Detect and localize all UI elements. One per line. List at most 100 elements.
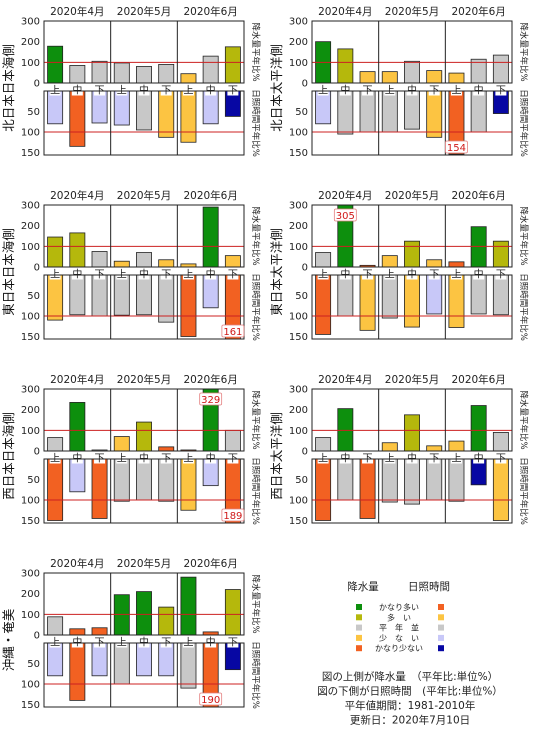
dekad-label-bg: [362, 451, 374, 464]
region-label: 沖縄・奄美: [1, 609, 16, 672]
sun-tick-label: 100: [289, 496, 308, 507]
precip-bar: [47, 236, 64, 268]
dekad-label-bg: [138, 83, 150, 96]
sun-tick-label: 50: [27, 659, 40, 670]
precip-bar: [426, 259, 443, 268]
precip-tick-label: 0: [34, 79, 40, 90]
month-label: 2020年4月: [318, 5, 372, 18]
precip-bar: [158, 606, 175, 636]
dekad-label-bg: [160, 83, 172, 96]
sun-bar: [492, 458, 509, 521]
dekad-label-bg: [339, 451, 351, 464]
dekad-label-bg: [317, 451, 329, 464]
precip-tick-label: 100: [289, 426, 308, 437]
sun-bar: [91, 458, 108, 519]
sun-bar: [315, 274, 332, 335]
precip-bar: [136, 252, 152, 268]
precip-bar: [113, 594, 130, 636]
month-label: 2020年6月: [451, 189, 505, 202]
sun-tick-label: 150: [21, 700, 40, 711]
precip-bar: [69, 232, 86, 268]
dekad-label-bg: [205, 83, 217, 96]
dekad-label-bg: [71, 451, 83, 464]
dekad-label-bg: [227, 267, 239, 280]
precip-axis-label: 降水量平年比%: [518, 22, 529, 81]
precip-tick-label: 200: [289, 405, 308, 416]
dekad-label: 中: [206, 636, 216, 649]
region-label: 東日本太平洋側: [269, 228, 284, 316]
sun-bar: [180, 458, 197, 511]
precip-tick-label: 300: [289, 201, 308, 212]
dekad-label: 中: [72, 636, 82, 649]
sun-tick-label: 100: [289, 128, 308, 139]
dekad-label-bg: [428, 451, 440, 464]
precip-tick-label: 0: [34, 447, 40, 458]
dekad-label-bg: [94, 635, 106, 648]
dekad-label: 中: [474, 452, 484, 465]
precip-bar: [404, 60, 420, 84]
sun-tick-label: 150: [289, 148, 308, 159]
overflow-label: 190: [201, 695, 220, 706]
dekad-label: 中: [206, 84, 216, 97]
legend-header-precip: 降水量: [347, 580, 379, 593]
sun-tick-label: 50: [27, 475, 40, 486]
month-label: 2020年5月: [385, 189, 439, 202]
dekad-label-bg: [116, 83, 128, 96]
sun-bar: [180, 90, 197, 143]
precip-frame: [311, 388, 513, 452]
overflow-label: 305: [336, 211, 355, 222]
dekad-label-bg: [384, 451, 396, 464]
sun-bar: [180, 274, 197, 337]
dekad-label-bg: [116, 635, 128, 648]
overflow-label: 329: [201, 395, 220, 406]
month-label: 2020年4月: [50, 373, 104, 386]
dekad-label-bg: [94, 83, 106, 96]
sun-bar: [69, 90, 86, 147]
sun-bar: [426, 458, 443, 501]
sun-bar: [158, 90, 175, 138]
dekad-label: 中: [139, 636, 149, 649]
precip-tick-label: 0: [302, 447, 308, 458]
sun-bar: [136, 90, 152, 131]
sun-bar: [180, 642, 197, 689]
month-label: 2020年4月: [318, 189, 372, 202]
dekad-label: 中: [72, 452, 82, 465]
precip-bar: [47, 616, 64, 636]
dekad-label-bg: [71, 635, 83, 648]
dekad-label-bg: [71, 83, 83, 96]
month-label: 2020年5月: [385, 373, 439, 386]
month-label: 2020年6月: [183, 373, 237, 386]
dekad-label-bg: [406, 451, 418, 464]
sun-frame: [311, 458, 513, 524]
overflow-label: 154: [447, 143, 466, 154]
precip-bar: [47, 437, 64, 452]
precip-tick-label: 0: [302, 79, 308, 90]
sun-bar: [404, 458, 420, 505]
legend-row-label: 平 年 並: [379, 623, 419, 633]
precip-tick-label: 100: [21, 58, 40, 69]
month-label: 2020年5月: [385, 5, 439, 18]
precip-tick-label: 200: [21, 221, 40, 232]
dekad-label: 中: [206, 452, 216, 465]
sun-tick-label: 100: [289, 312, 308, 323]
precip-bar: [448, 261, 465, 268]
precip-bar: [158, 259, 175, 268]
dekad-label: 中: [139, 452, 149, 465]
month-label: 2020年5月: [117, 373, 171, 386]
overflow-label: 189: [223, 511, 242, 522]
dekad-label-bg: [495, 267, 507, 280]
dekad-label-bg: [116, 267, 128, 280]
dekad-label-bg: [49, 267, 61, 280]
dekad-label: 中: [407, 84, 417, 97]
precip-tick-label: 300: [21, 385, 40, 396]
dekad-label-bg: [495, 83, 507, 96]
dekad-label: 中: [340, 84, 350, 97]
sun-bar: [426, 274, 443, 315]
precip-bar: [448, 72, 465, 84]
sun-bar: [359, 274, 376, 331]
precip-frame: [43, 388, 245, 452]
dekad-label-bg: [182, 451, 194, 464]
dekad-label-bg: [160, 635, 172, 648]
precip-tick-label: 200: [289, 37, 308, 48]
